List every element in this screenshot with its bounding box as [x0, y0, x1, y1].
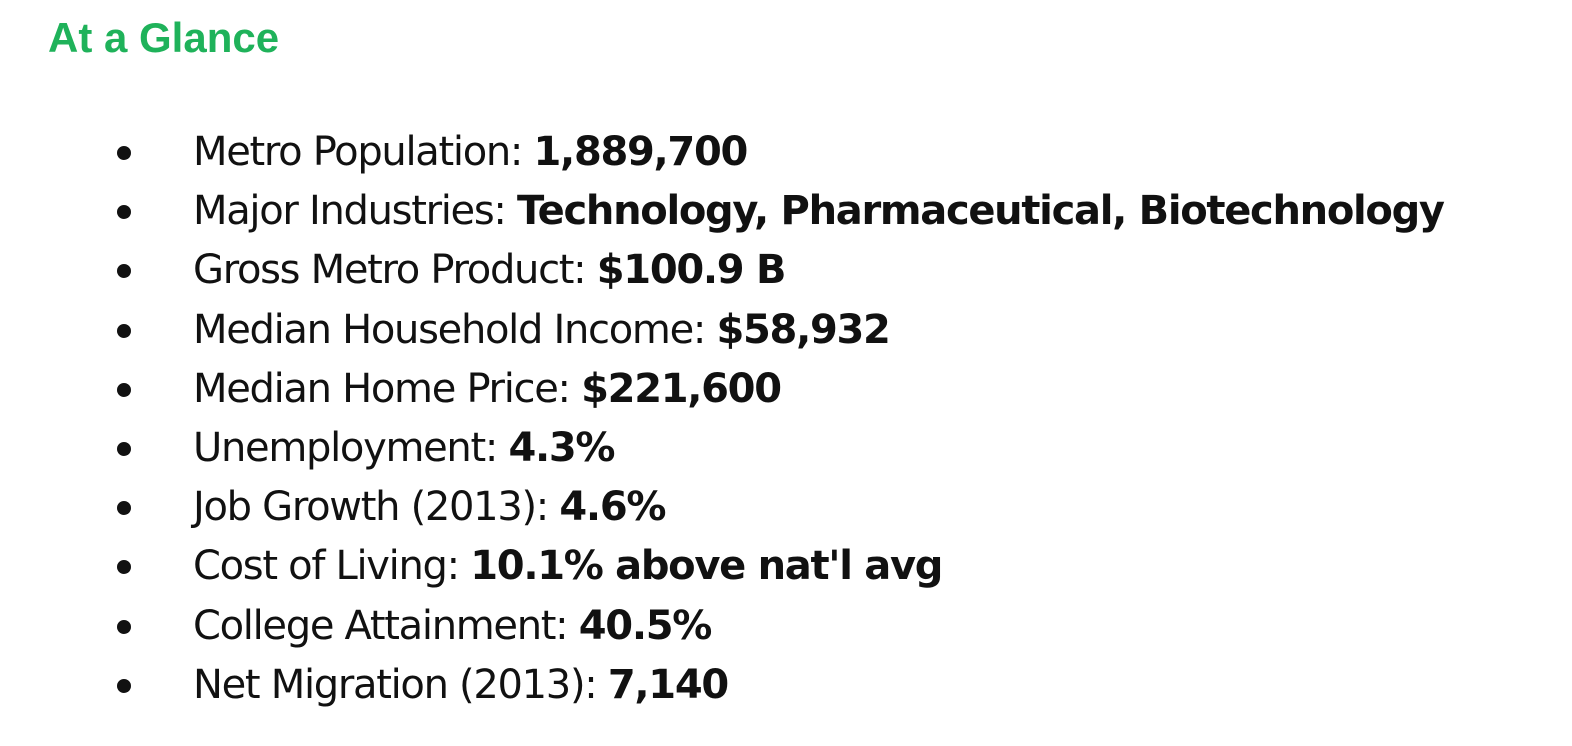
fact-value: 4.6% [559, 484, 666, 531]
fact-value: 4.3% [508, 424, 615, 471]
fact-value: $221,600 [581, 365, 782, 412]
fact-label: Metro Population: [193, 129, 523, 175]
list-item: Median Household Income: $58,932 [0, 302, 1572, 361]
fact-label: Median Household Income: [193, 306, 706, 353]
bullet-icon [117, 323, 131, 338]
facts-list: Metro Population: 1,889,700 Major Indust… [0, 124, 1572, 716]
fact-text: Cost of Living: 10.1% above nat'l avg [193, 538, 943, 594]
fact-text: Net Migration (2013): 7,140 [193, 657, 729, 713]
fact-text: Major Industries: Technology, Pharmaceut… [193, 183, 1445, 239]
fact-label: College Attainment: [193, 602, 569, 649]
fact-value: 40.5% [578, 602, 713, 649]
fact-text: Gross Metro Product: $100.9 B [193, 242, 787, 298]
bullet-icon [117, 619, 131, 634]
fact-value: $100.9 B [596, 247, 787, 294]
fact-value: 1,889,700 [533, 129, 749, 175]
fact-label: Unemployment: [193, 424, 498, 471]
fact-value: 10.1% above nat'l avg [470, 543, 943, 590]
fact-text: Metro Population: 1,889,700 [193, 124, 749, 180]
bullet-icon [117, 146, 131, 160]
list-item: Gross Metro Product: $100.9 B [0, 242, 1572, 301]
fact-label: Job Growth (2013): [193, 484, 549, 531]
fact-label: Cost of Living: [193, 543, 460, 590]
bullet-icon [117, 264, 131, 279]
bullet-icon [117, 501, 131, 516]
bullet-icon [117, 441, 131, 456]
list-item: College Attainment: 40.5% [0, 598, 1572, 657]
fact-label: Median Home Price: [193, 365, 571, 412]
list-item: Metro Population: 1,889,700 [0, 124, 1572, 183]
list-item: Major Industries: Technology, Pharmaceut… [0, 183, 1572, 242]
fact-text: College Attainment: 40.5% [193, 598, 713, 654]
fact-text: Job Growth (2013): 4.6% [193, 479, 666, 535]
bullet-icon [117, 560, 131, 575]
fact-label: Gross Metro Product: [193, 247, 587, 294]
fact-value: Technology, Pharmaceutical, Biotechnolog… [517, 188, 1445, 235]
fact-label: Net Migration (2013): [193, 661, 598, 708]
list-item: Job Growth (2013): 4.6% [0, 479, 1572, 538]
bullet-icon [117, 678, 131, 693]
list-item: Median Home Price: $221,600 [0, 361, 1572, 420]
fact-value: $58,932 [716, 306, 890, 353]
fact-value: 7,140 [607, 661, 729, 708]
fact-text: Median Home Price: $221,600 [193, 361, 782, 417]
page-title: At a Glance [48, 14, 280, 61]
fact-text: Unemployment: 4.3% [193, 420, 616, 476]
list-item: Unemployment: 4.3% [0, 420, 1572, 479]
list-item: Net Migration (2013): 7,140 [0, 657, 1572, 716]
bullet-icon [117, 382, 131, 397]
fact-label: Major Industries: [193, 188, 507, 235]
fact-text: Median Household Income: $58,932 [193, 302, 891, 358]
list-item: Cost of Living: 10.1% above nat'l avg [0, 538, 1572, 597]
bullet-icon [117, 205, 131, 220]
